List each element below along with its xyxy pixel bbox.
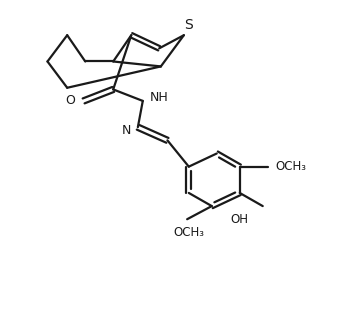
Text: NH: NH (150, 91, 168, 104)
Text: O: O (65, 94, 76, 108)
Text: S: S (184, 18, 193, 32)
Text: OCH₃: OCH₃ (276, 160, 307, 173)
Text: OCH₃: OCH₃ (173, 226, 204, 239)
Text: OH: OH (231, 213, 249, 226)
Text: N: N (122, 124, 131, 137)
